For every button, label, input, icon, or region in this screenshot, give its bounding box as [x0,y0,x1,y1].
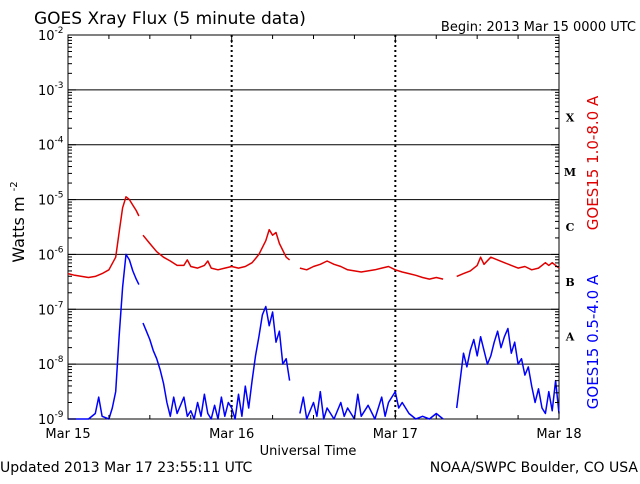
y-tick-label: 10-4 [38,136,64,154]
y-tick-exponent: -2 [55,26,64,36]
series-1-segment-1 [142,305,291,420]
flare-class-a: A [565,331,575,344]
y-axis-title-exponent: -2 [9,181,20,191]
x-tick-label: Mar 15 [45,427,90,442]
y-axis-ticks: 10-9 10-8 10-7 10-6 10-5 10-4 10-3 10-2 [38,26,559,428]
flare-class-x: X [566,111,575,124]
flare-class-c: C [566,221,575,234]
chart-title: GOES Xray Flux (5 minute data) [34,9,306,29]
y-tick-exponent: -9 [55,410,64,420]
x-axis-ticks: Mar 15 Mar 16 Mar 17 Mar 18 [45,35,582,442]
series-0-segment-2 [299,260,444,280]
x-tick-label: Mar 17 [373,427,418,442]
legend-series-long: GOES15 1.0-8.0 A [584,95,602,230]
series-1-segment-3 [455,327,560,415]
y-tick-exponent: -7 [55,300,64,310]
flare-class-labels: X M C B A [564,111,576,343]
y-tick-exponent: -4 [55,136,64,146]
y-tick-exponent: -6 [55,245,64,255]
begin-time-label: Begin: 2013 Mar 15 0000 UTC [441,20,636,35]
updated-timestamp: Updated 2013 Mar 17 23:55:11 UTC [0,460,253,476]
series-0-segment-0 [67,196,140,279]
legend-series-short: GOES15 0.5-4.0 A [584,274,602,409]
flare-class-b: B [565,276,574,289]
y-tick-label: 10-6 [38,245,64,263]
series-1-segment-2 [299,390,444,420]
series-1-segment-0 [68,253,140,420]
y-tick-label: 10-7 [38,300,64,318]
series-0-segment-3 [456,256,560,278]
y-axis-title: Watts m -2 [9,181,28,262]
series-0-segment-1 [142,228,291,271]
y-tick-exponent: -3 [55,81,64,91]
y-tick-exponent: -5 [55,191,64,201]
x-tick-label: Mar 16 [209,427,254,442]
chart-grid [68,35,559,419]
credit-label: NOAA/SWPC Boulder, CO USA [430,460,639,476]
y-tick-label: 10-3 [38,81,64,99]
y-tick-exponent: -8 [55,355,64,365]
flare-class-m: M [564,166,576,179]
x-axis-title: Universal Time [260,444,357,459]
y-tick-label: 10-9 [38,410,64,428]
y-tick-label: 10-5 [38,191,64,209]
y-tick-label: 10-2 [38,26,64,44]
plot-area [67,34,560,420]
y-tick-label: 10-8 [38,355,64,373]
series-group [67,196,560,420]
x-tick-label: Mar 18 [536,427,581,442]
plot-border [67,34,560,420]
